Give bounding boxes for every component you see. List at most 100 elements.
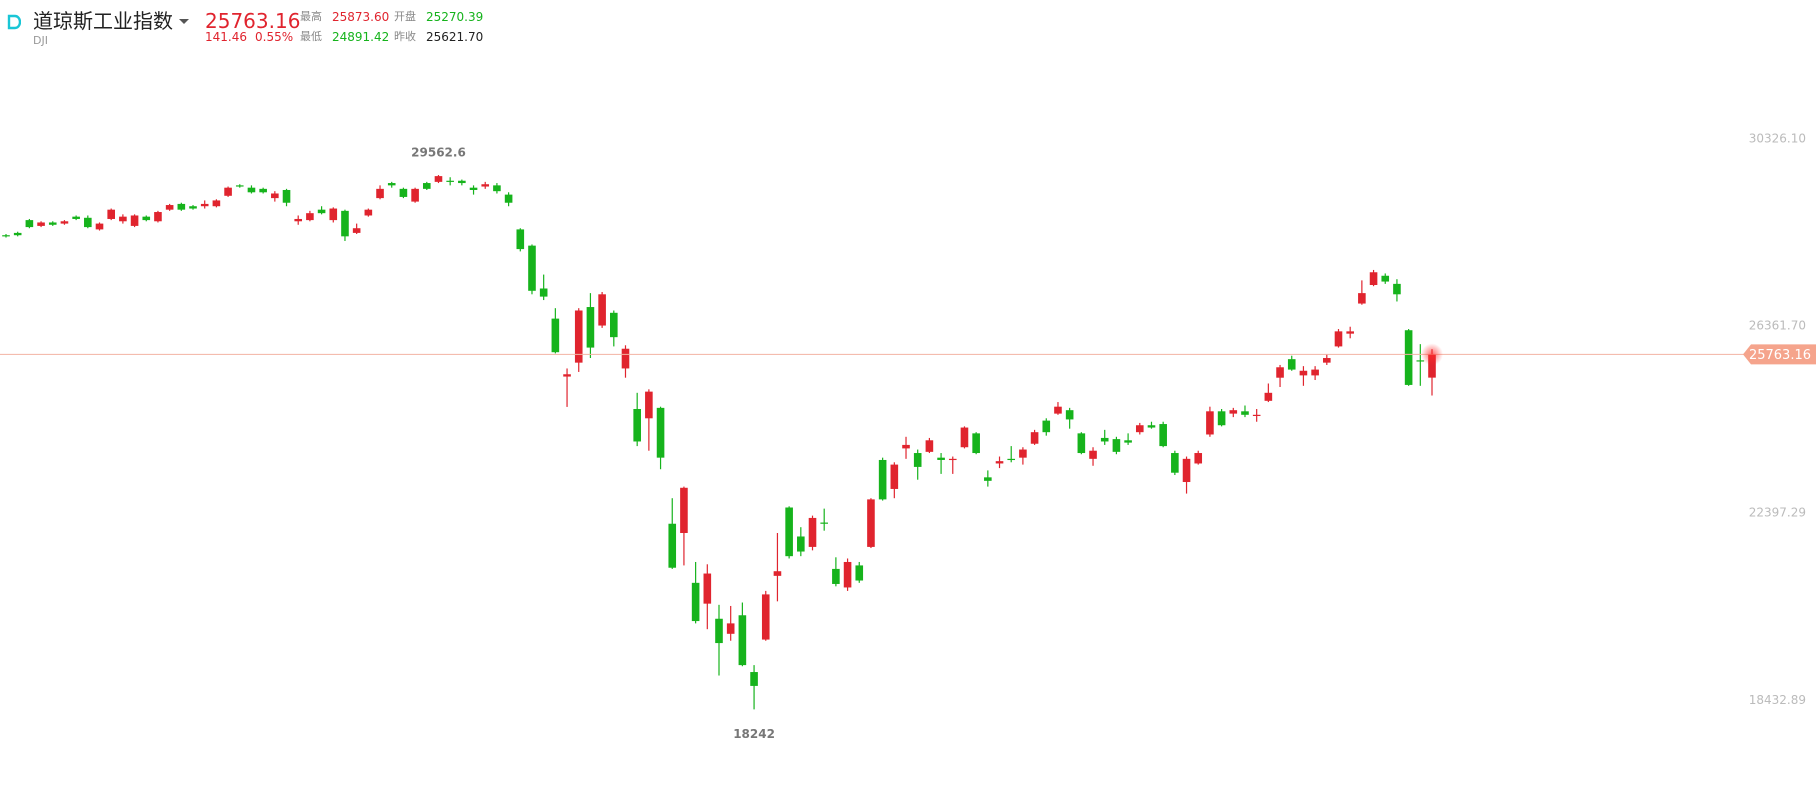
- candle-body: [808, 517, 817, 547]
- candle-body: [598, 294, 606, 326]
- candle-body: [1159, 424, 1167, 447]
- candle-body: [890, 464, 899, 489]
- candle-body: [119, 216, 127, 222]
- candle-body: [95, 223, 104, 230]
- candle-body: [434, 176, 443, 182]
- candle-body: [271, 193, 279, 199]
- candle-body: [60, 221, 69, 224]
- candle-body: [586, 307, 595, 348]
- candle-body: [820, 522, 828, 524]
- y-tick-label: 22397.29: [1749, 506, 1806, 520]
- candle-body: [1358, 293, 1366, 304]
- candle-body: [1147, 425, 1156, 428]
- y-tick-label: 18432.89: [1749, 693, 1806, 707]
- candle-body: [341, 210, 349, 237]
- index-name[interactable]: 道琼斯工业指数: [33, 9, 173, 33]
- dropdown-arrow[interactable]: [178, 18, 190, 26]
- candle-body: [247, 187, 256, 193]
- candle-body: [504, 194, 513, 203]
- candle-body: [1065, 410, 1074, 420]
- candle-body: [551, 318, 560, 353]
- candle-body: [902, 444, 910, 449]
- candle-body: [1007, 458, 1016, 461]
- change: 141.46: [205, 30, 247, 44]
- candle-body: [13, 232, 22, 236]
- candle-body: [948, 458, 957, 461]
- candle-body: [715, 618, 723, 644]
- candle-body: [645, 391, 653, 419]
- candle-body: [259, 188, 267, 193]
- candle-body: [972, 433, 980, 454]
- candle-body: [1194, 453, 1203, 464]
- candle-body: [1241, 411, 1249, 415]
- candle-body: [235, 185, 244, 187]
- index-code: DJI: [33, 34, 48, 47]
- last-glow: [1421, 343, 1443, 366]
- prev-close-label: 昨收: [394, 30, 416, 43]
- prev-close-value: 25621.70: [426, 30, 484, 44]
- candle-body: [224, 187, 232, 196]
- candle-body: [797, 536, 805, 552]
- candle-body: [446, 180, 454, 182]
- candle-body: [656, 407, 665, 458]
- candle-body: [1287, 359, 1296, 370]
- candle-body: [387, 183, 396, 186]
- candle-body: [189, 206, 197, 209]
- candle-body: [25, 220, 34, 228]
- max-label: 29562.6: [411, 146, 466, 160]
- candle-body: [1252, 414, 1261, 417]
- candle-body: [878, 459, 887, 500]
- candle-body: [855, 565, 864, 581]
- change-pct: 0.55%: [255, 30, 294, 44]
- candle-body: [1299, 370, 1308, 376]
- candle-body: [680, 487, 688, 533]
- candle-body: [411, 188, 419, 202]
- candle-body: [37, 222, 45, 226]
- candle-body: [1124, 440, 1132, 443]
- y-tick-label: 26361.70: [1749, 319, 1806, 333]
- candle-body: [154, 212, 162, 222]
- candle-body: [317, 209, 326, 214]
- header: 道琼斯工业指数 DJI 25763.16 141.46 0.55% 最高 258…: [0, 0, 900, 50]
- low-value: 24891.42: [332, 30, 390, 44]
- y-tick-label: 30326.10: [1749, 132, 1806, 146]
- candle-body: [352, 228, 361, 233]
- candle-body: [458, 180, 466, 184]
- candle-body: [516, 229, 525, 250]
- open-label: 开盘: [394, 10, 416, 23]
- candle-body: [1428, 354, 1436, 378]
- candle-body: [703, 573, 712, 604]
- candle-body: [422, 183, 431, 189]
- candle-body: [1369, 272, 1378, 286]
- candle-body: [528, 245, 536, 291]
- candle-body: [1381, 275, 1390, 282]
- high-value: 25873.60: [332, 10, 390, 24]
- price-tag-label: 25763.16: [1749, 348, 1811, 363]
- price: 25763.16: [205, 9, 301, 33]
- candle-body: [294, 218, 303, 222]
- candle-body: [1100, 437, 1109, 442]
- candle-body: [142, 216, 151, 221]
- candle-body: [1393, 283, 1401, 295]
- candle-body: [329, 208, 338, 221]
- candle-body: [984, 477, 992, 481]
- candle-body: [621, 348, 630, 369]
- candle-body: [1229, 410, 1238, 414]
- candle-body: [1404, 330, 1413, 385]
- candle-body: [960, 427, 969, 448]
- candle-body: [1416, 360, 1425, 362]
- candle-body: [376, 188, 384, 199]
- candle-body: [937, 457, 945, 460]
- candle-body: [1030, 432, 1039, 444]
- candle-body: [750, 672, 758, 686]
- candle-body: [843, 561, 852, 588]
- candle-body: [2, 235, 10, 237]
- candle-body: [306, 213, 314, 221]
- candle-body: [1206, 411, 1214, 435]
- candle-body: [130, 215, 139, 226]
- candle-body: [212, 200, 221, 207]
- candle-body: [84, 217, 92, 228]
- candle-body: [785, 507, 793, 557]
